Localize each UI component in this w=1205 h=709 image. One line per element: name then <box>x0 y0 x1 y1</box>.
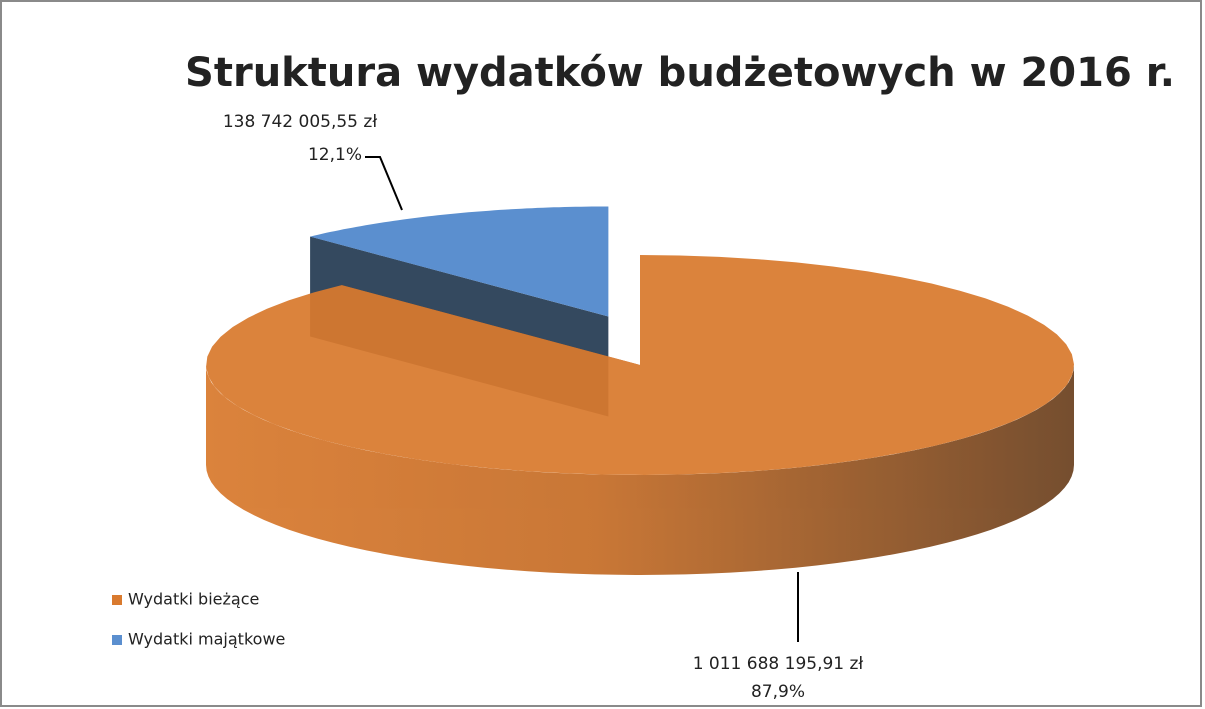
legend: Wydatki bieżące Wydatki majątkowe <box>112 590 285 649</box>
data-label: 12,1% <box>308 145 362 165</box>
data-label: 138 742 005,55 zł <box>223 112 378 132</box>
slice <box>206 255 1075 475</box>
legend-label: Wydatki bieżące <box>128 590 259 609</box>
slice-side <box>206 365 1074 575</box>
chart-title: Struktura wydatków budżetowych w 2016 r. <box>185 50 1175 96</box>
pie <box>206 206 1075 575</box>
data-label: 87,9% <box>751 682 805 702</box>
slice <box>310 206 609 317</box>
legend-swatch <box>112 595 122 605</box>
leader-line <box>365 156 403 211</box>
slice-group <box>206 255 1075 575</box>
legend-swatch <box>112 635 122 645</box>
legend-label: Wydatki majątkowe <box>128 630 285 649</box>
data-label: 1 011 688 195,91 zł <box>693 654 864 674</box>
